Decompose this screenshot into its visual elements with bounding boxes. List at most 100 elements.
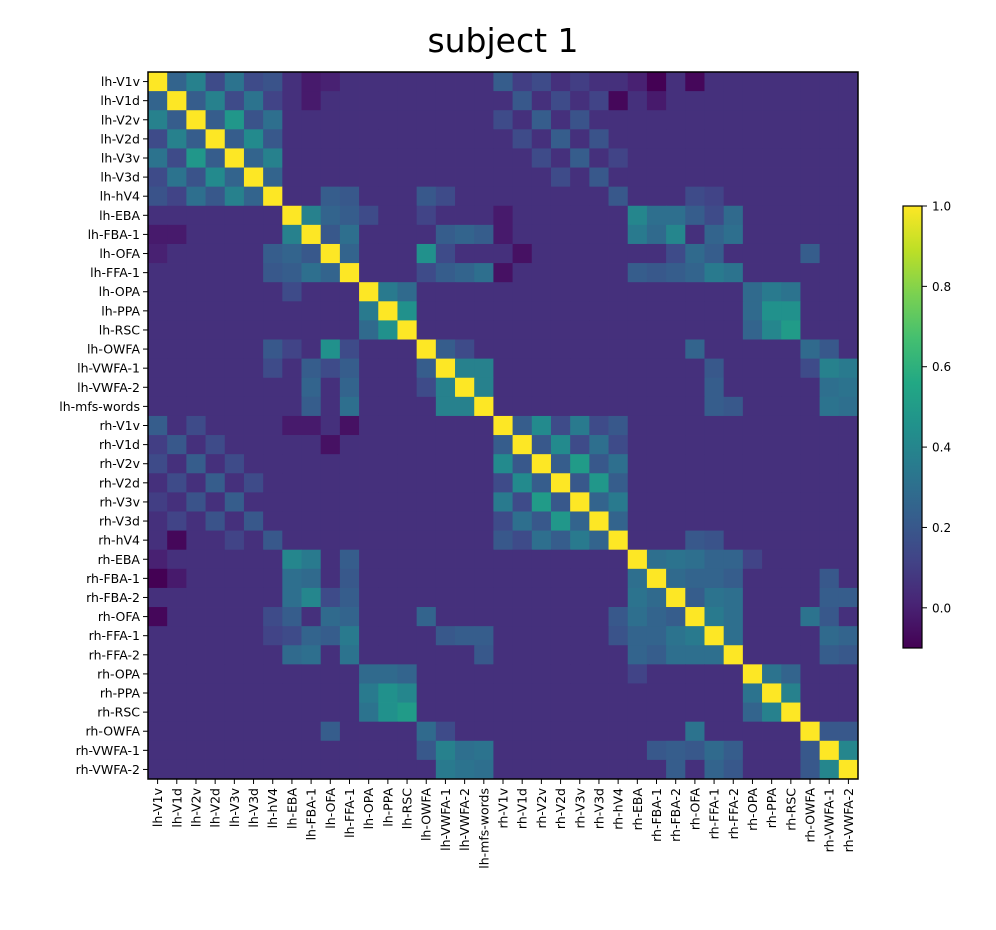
heatmap-cell (570, 587, 590, 608)
heatmap-cell (167, 129, 187, 149)
heatmap-cell (397, 91, 418, 111)
heatmap-cell (838, 301, 859, 321)
x-tick-label: lh-VWFA-1 (438, 788, 453, 851)
heatmap-cell (148, 415, 168, 436)
heatmap-cell (838, 473, 859, 493)
heatmap-cell (512, 645, 533, 665)
heatmap-cell (320, 435, 341, 455)
heatmap-cell (589, 320, 609, 340)
heatmap-cell (186, 91, 206, 111)
y-tick-label: lh-VWFA-2 (77, 380, 140, 395)
heatmap-cell (589, 358, 609, 379)
heatmap-cell (455, 568, 475, 589)
heatmap-cell (205, 645, 226, 665)
heatmap-cell (723, 358, 744, 379)
heatmap-cell (282, 683, 302, 703)
colorbar-tick-label: 0.4 (932, 441, 951, 455)
heatmap-cell (397, 377, 418, 398)
x-tick-label: rh-V1v (496, 787, 511, 828)
heatmap-cell (301, 358, 322, 379)
heatmap-cell (704, 626, 725, 646)
heatmap-cell (493, 263, 513, 283)
heatmap-cell (474, 607, 494, 627)
heatmap-cell (148, 759, 168, 780)
heatmap-cell (435, 473, 456, 493)
heatmap-cell (589, 415, 609, 436)
heatmap-cell (800, 721, 821, 742)
y-tick-label: rh-OWFA (86, 724, 141, 739)
heatmap-cell (570, 492, 590, 512)
heatmap-cell (282, 702, 302, 723)
heatmap-cell (742, 549, 763, 570)
heatmap-cell (608, 645, 629, 665)
heatmap-cell (762, 759, 782, 780)
heatmap-cell (493, 473, 513, 493)
heatmap-cell (531, 91, 552, 111)
heatmap-cell (819, 626, 840, 646)
heatmap-cell (723, 702, 744, 723)
heatmap-cell (243, 415, 264, 436)
heatmap-cell (397, 683, 418, 703)
heatmap-cell (416, 530, 437, 551)
heatmap-cell (685, 186, 705, 207)
heatmap-cell (493, 205, 513, 226)
heatmap-cell (474, 72, 494, 92)
heatmap-cell (320, 110, 341, 130)
heatmap-cell (474, 320, 494, 340)
heatmap-cell (397, 645, 418, 665)
heatmap-cell (224, 263, 245, 283)
heatmap-cell (435, 263, 456, 283)
heatmap-cell (550, 626, 571, 646)
heatmap-cell (646, 454, 667, 474)
heatmap-cell (646, 282, 667, 302)
heatmap-cell (397, 415, 418, 436)
heatmap-cell (819, 167, 840, 188)
heatmap-cell (167, 549, 187, 570)
heatmap-cell (282, 186, 302, 207)
heatmap-cell (781, 530, 801, 551)
heatmap-cell (493, 683, 513, 703)
heatmap-cell (435, 454, 456, 474)
heatmap-cell (762, 721, 782, 742)
heatmap-cell (838, 568, 859, 589)
heatmap-cell (627, 740, 648, 761)
heatmap-cell (378, 224, 398, 245)
heatmap-cell (666, 587, 686, 608)
heatmap-cell (550, 415, 571, 436)
heatmap-cell (224, 396, 245, 417)
heatmap-cell (531, 358, 552, 379)
heatmap-cell (666, 454, 686, 474)
heatmap-cell (589, 511, 609, 531)
heatmap-cell (186, 587, 206, 608)
heatmap-cell (570, 702, 590, 723)
heatmap-cell (435, 645, 456, 665)
heatmap-cell (666, 473, 686, 493)
heatmap-cell (205, 320, 226, 340)
heatmap-cell (666, 205, 686, 226)
heatmap-cell (455, 530, 475, 551)
heatmap-cell (378, 358, 398, 379)
heatmap-cell (627, 759, 648, 780)
heatmap-cell (723, 664, 744, 684)
heatmap-cell (781, 186, 801, 207)
heatmap-cell (512, 473, 533, 493)
heatmap-cell (493, 549, 513, 570)
heatmap-cell (416, 492, 437, 512)
heatmap-cell (243, 243, 264, 264)
heatmap-cell (224, 664, 245, 684)
heatmap-cell (359, 740, 379, 761)
heatmap-cell (627, 492, 648, 512)
heatmap-cell (742, 645, 763, 665)
heatmap-cell (282, 587, 302, 608)
heatmap-cell (359, 224, 379, 245)
heatmap-cell (781, 224, 801, 245)
heatmap-cell (282, 282, 302, 302)
heatmap-cell (243, 607, 264, 627)
heatmap-cell (359, 607, 379, 627)
heatmap-cell (243, 721, 264, 742)
heatmap-cell (723, 645, 744, 665)
heatmap-cell (685, 167, 705, 188)
heatmap-cell (243, 396, 264, 417)
heatmap-cell (627, 645, 648, 665)
heatmap-cell (493, 186, 513, 207)
